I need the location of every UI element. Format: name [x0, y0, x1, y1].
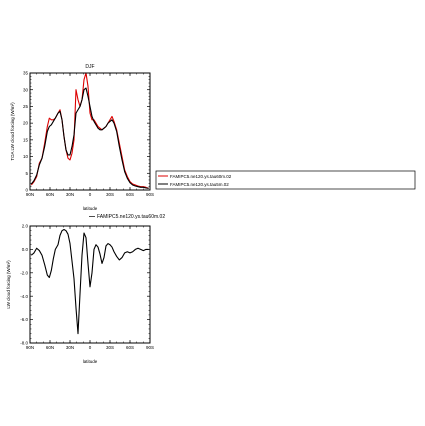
top-x-tick-label: 0: [89, 192, 92, 197]
bottom-series-line-1: [30, 228, 149, 335]
top-x-tick-label: 30S: [106, 192, 114, 197]
bottom-y-axis-label: LW cloud forcing (W/m²): [6, 260, 11, 309]
top-x-tick-label: 30N: [66, 192, 74, 197]
top-y-tick-label: 0: [25, 188, 28, 193]
bottom-x-tick-label: 60N: [46, 345, 54, 350]
top-y-tick-label: 10: [23, 154, 29, 159]
top-y-axis-label: TOA LW cloud forcing (W/m²): [10, 102, 15, 161]
bottom-y-tick-label: -6.0: [20, 317, 28, 322]
top-series-group: [30, 72, 149, 189]
bottom-x-tick-label: 90S: [146, 345, 154, 350]
panel-bottom: FAMIPC5.ne120.ys.tau60m.02 90N 60N 30N 0 30S…: [6, 214, 165, 364]
top-y-tick-label: 20: [23, 121, 29, 126]
legend-label-series-2: FAMIPC5.ne120.ys.tau5m.02: [170, 182, 229, 187]
top-y-tick-label: 5: [25, 171, 28, 176]
top-series-line-1: [30, 72, 149, 189]
top-y-tick-label: 15: [23, 137, 29, 142]
top-ticks: 90N 60N 30N 0 30S 60S 90S 0 5 10 15 20 25 30 35: [23, 71, 154, 197]
bottom-x-axis-label: latitude: [83, 359, 98, 364]
bottom-chart-title: FAMIPC5.ne120.ys.tau60m.02: [97, 214, 165, 220]
legend-box: [155, 170, 416, 190]
bottom-y-tick-label: 0.0: [22, 247, 29, 252]
bottom-y-tick-label: -4.0: [20, 294, 28, 299]
top-plot-frame: [29, 72, 151, 191]
bottom-x-tick-label: 0: [89, 345, 92, 350]
top-x-axis-label: latitude: [83, 206, 98, 211]
top-x-tick-label: 60S: [126, 192, 134, 197]
panel-top: DJF 90N 60N 30N 0 30S 60S 90S 0 5 10 15 20 25 30 35 la…: [10, 64, 154, 211]
top-y-tick-label: 25: [23, 104, 29, 109]
top-y-tick-label: 35: [23, 71, 29, 76]
bottom-y-tick-label: -2.0: [20, 270, 28, 275]
bottom-ticks: 90N 60N 30N 0 30S 60S 90S -8.0 -6.0 -4.0 -2.0 0.0 2.…: [20, 224, 154, 350]
top-chart-title: DJF: [85, 64, 94, 70]
bottom-series-group: [30, 228, 149, 335]
top-x-tick-label: 90S: [146, 192, 154, 197]
bottom-x-tick-label: 90N: [26, 345, 34, 350]
legend: FAMIPC5.ne120.ys.tau60m.02 FAMIPC5.ne120…: [155, 170, 416, 190]
top-x-tick-label: 90N: [26, 192, 34, 197]
legend-label-series-1: FAMIPC5.ne120.ys.tau60m.02: [170, 174, 232, 179]
top-x-tick-label: 60N: [46, 192, 54, 197]
top-series-line-2: [30, 87, 149, 189]
top-y-tick-label: 30: [23, 87, 29, 92]
bottom-x-tick-label: 30S: [106, 345, 114, 350]
bottom-x-tick-label: 60S: [126, 345, 134, 350]
bottom-x-tick-label: 30N: [66, 345, 74, 350]
bottom-y-tick-label: 2.0: [22, 224, 29, 229]
bottom-y-tick-label: -8.0: [20, 341, 28, 346]
